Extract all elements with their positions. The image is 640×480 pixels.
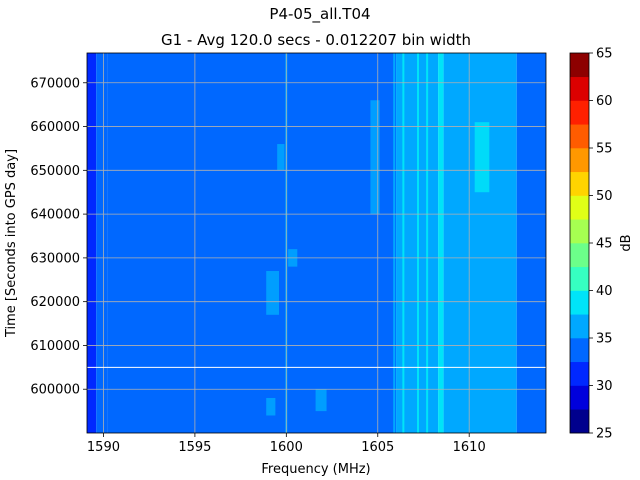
y-axis: 600000 610000 620000 630000 640000 650000 6600… (30, 76, 87, 398)
colorbar-segment (570, 338, 589, 363)
y-tick-label: 620000 (30, 295, 80, 310)
heatmap-streak (501, 53, 504, 433)
heatmap-streak (409, 53, 412, 433)
heatmap-band (516, 53, 546, 433)
y-tick-label: 630000 (30, 251, 80, 266)
y-tick-label: 660000 (30, 120, 80, 135)
colorbar-tick-label: 40 (596, 284, 613, 299)
heatmap-patch (474, 122, 490, 193)
heatmap-patch (315, 389, 327, 412)
colorbar-segment (570, 76, 589, 101)
colorbar-segment (570, 243, 589, 268)
heatmap-streak (416, 53, 419, 433)
heatmap-patch (266, 397, 276, 416)
colorbar-tick-label: 60 (596, 94, 613, 109)
grid (87, 53, 546, 433)
colorbar-segment (570, 361, 589, 386)
colorbar-tick-label: 45 (596, 237, 613, 252)
colorbar-segment (570, 314, 589, 339)
x-axis: 1590 1595 1600 1605 1610 (87, 433, 486, 455)
heatmap-streak (402, 53, 405, 433)
y-tick-label: 650000 (30, 164, 80, 179)
plot-frame (86, 52, 547, 434)
colorbar-segment (570, 290, 589, 315)
heatmap-streak (440, 53, 443, 433)
colorbar-segment (570, 124, 589, 149)
chart-subtitle: G1 - Avg 120.0 secs - 0.012207 bin width (161, 31, 471, 49)
plot-area (87, 53, 546, 433)
chart-title: P4-05_all.T04 (269, 5, 370, 24)
colorbar-tick-label: 35 (596, 332, 613, 347)
heatmap-streak (393, 53, 396, 433)
heatmap-streak (426, 53, 429, 433)
colorbar-segment (570, 171, 589, 196)
colorbar-segment (570, 148, 589, 173)
heatmap-patch (266, 271, 280, 315)
heatmap-band (377, 53, 397, 433)
colorbar-tick-label: 25 (596, 427, 613, 442)
x-tick-label: 1595 (178, 440, 211, 455)
x-tick-label: 1605 (361, 440, 394, 455)
colorbar: 25 30 35 40 45 50 55 60 65 (569, 47, 613, 442)
y-axis-label: Time [Seconds into GPS day] (4, 149, 19, 338)
colorbar-segment (570, 266, 589, 291)
heatmap-patch (277, 144, 285, 171)
y-tick-label: 600000 (30, 383, 80, 398)
colorbar-tick-label: 55 (596, 142, 613, 157)
colorbar-segment (570, 195, 589, 220)
heatmap-streak (431, 53, 434, 433)
colorbar-segment (570, 385, 589, 410)
heatmap-band (87, 53, 97, 433)
heatmap-patch (467, 279, 492, 420)
heatmap-patch (370, 100, 380, 215)
x-axis-label: Frequency (MHz) (261, 462, 370, 477)
heatmap-band (96, 53, 108, 433)
colorbar-tick-label: 50 (596, 189, 613, 204)
x-tick-label: 1590 (87, 440, 120, 455)
y-tick-label: 640000 (30, 208, 80, 223)
colorbar-tick-label: 65 (596, 47, 613, 62)
x-tick-label: 1600 (270, 440, 303, 455)
colorbar-label: dB (619, 234, 634, 251)
heatmap-band (107, 53, 378, 433)
y-tick-label: 610000 (30, 339, 80, 354)
colorbar-segment (570, 409, 589, 434)
colorbar-segment (570, 100, 589, 125)
colorbar-segment (570, 219, 589, 244)
x-tick-label: 1610 (453, 440, 486, 455)
colorbar-segment (570, 53, 589, 78)
y-tick-label: 670000 (30, 76, 80, 91)
colorbar-tick-label: 30 (596, 379, 613, 394)
